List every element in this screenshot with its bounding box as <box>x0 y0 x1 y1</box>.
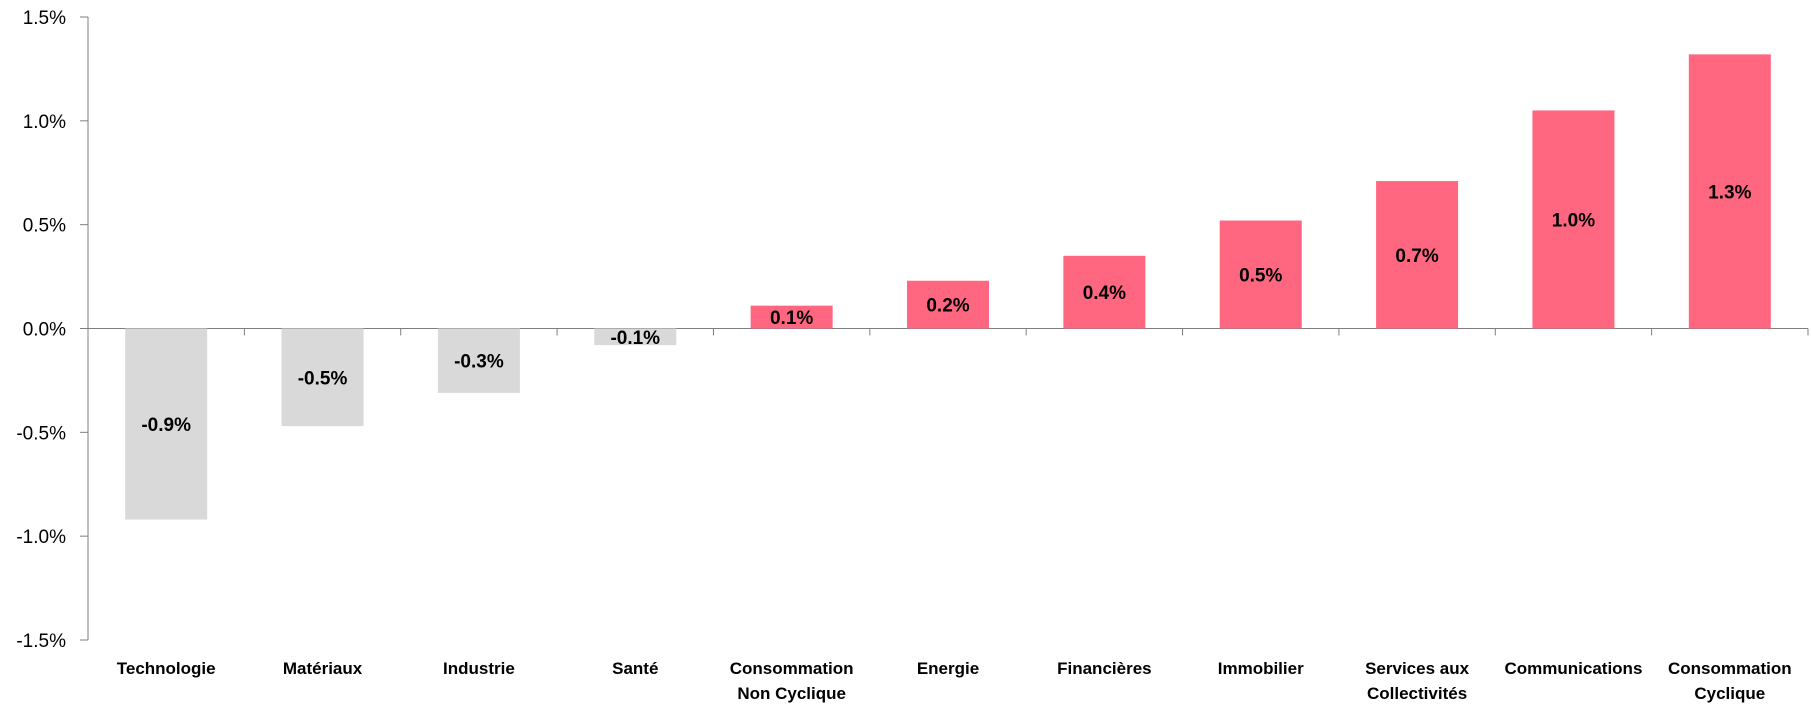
data-label: 0.4% <box>1083 283 1126 304</box>
y-tick-label: 1.0% <box>23 112 66 133</box>
y-tick-label: 0.0% <box>23 320 66 341</box>
data-label: 1.0% <box>1552 210 1595 231</box>
category-label: Financières <box>1057 659 1152 678</box>
y-tick-label: 0.5% <box>23 216 66 237</box>
bar <box>1063 255 1146 329</box>
category-label: Santé <box>612 659 658 678</box>
category-label: Cyclique <box>1694 684 1765 703</box>
category-label: Immobilier <box>1218 659 1304 678</box>
bar <box>907 280 989 329</box>
bar <box>1376 181 1459 329</box>
data-label: 0.2% <box>926 296 969 317</box>
data-label: 0.5% <box>1239 266 1282 287</box>
category-label: Consommation <box>1668 659 1792 678</box>
bar <box>281 328 364 427</box>
data-label: -0.9% <box>141 415 191 436</box>
data-label: 0.7% <box>1395 246 1438 267</box>
y-tick-label: -0.5% <box>16 423 66 444</box>
y-tick-label: -1.5% <box>16 631 66 652</box>
category-label: Matériaux <box>283 659 363 678</box>
category-label: Energie <box>917 659 979 678</box>
category-label: Collectivités <box>1367 684 1467 703</box>
bar <box>1219 220 1302 329</box>
bar <box>750 305 833 329</box>
y-tick-label: 1.5% <box>23 8 66 29</box>
category-label: Services aux <box>1365 659 1470 678</box>
data-label: 1.3% <box>1708 182 1751 203</box>
category-label: Non Cyclique <box>737 684 846 703</box>
data-label: -0.1% <box>610 328 660 349</box>
category-label: Communications <box>1505 659 1643 678</box>
data-label: 0.1% <box>770 308 813 329</box>
y-tick-label: -1.0% <box>16 527 66 548</box>
labels: -0.9% Technologie -0.5% Matériaux -0.3% Indus… <box>117 182 1792 703</box>
data-label: -0.5% <box>298 368 348 389</box>
data-label: -0.3% <box>454 352 504 373</box>
bars <box>125 54 1771 520</box>
category-label: Industrie <box>443 659 515 678</box>
category-label: Technologie <box>117 659 216 678</box>
bar <box>437 328 520 393</box>
category-label: Consommation <box>730 659 854 678</box>
bar <box>1688 54 1771 329</box>
bar <box>594 328 677 346</box>
bar <box>125 328 208 520</box>
bar <box>1532 110 1615 329</box>
